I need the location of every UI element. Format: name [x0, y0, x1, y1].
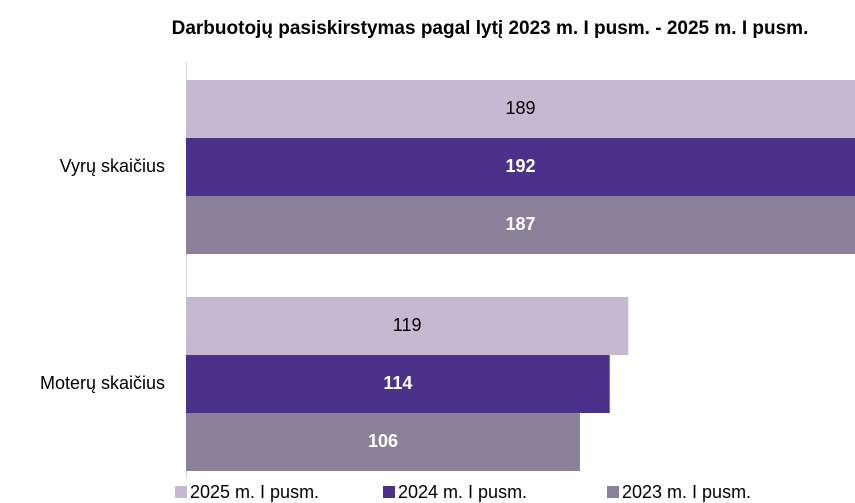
bar: [186, 297, 629, 355]
bar: [186, 196, 855, 254]
legend-label: 2024 m. I pusm.: [398, 482, 527, 502]
legend-swatch: [607, 486, 619, 498]
bar: [186, 138, 855, 196]
legend-swatch: [175, 486, 187, 498]
chart-title: Darbuotojų pasiskirstymas pagal lytį 202…: [171, 18, 809, 39]
bar: [186, 80, 855, 138]
category-label: Moterų skaičius: [40, 373, 165, 393]
data-label: 114: [383, 373, 412, 393]
data-label: 192: [505, 156, 535, 176]
data-label: 189: [505, 98, 535, 118]
data-label: 187: [505, 214, 535, 234]
legend-label: 2025 m. I pusm.: [190, 482, 319, 502]
data-label: 119: [393, 315, 422, 335]
bar: [186, 355, 610, 413]
legend-swatch: [383, 486, 395, 498]
bars: [186, 80, 855, 471]
bar: [186, 413, 580, 471]
category-label: Vyrų skaičius: [60, 156, 165, 176]
data-label: 106: [368, 431, 398, 451]
legend-label: 2023 m. I pusm.: [622, 482, 751, 502]
